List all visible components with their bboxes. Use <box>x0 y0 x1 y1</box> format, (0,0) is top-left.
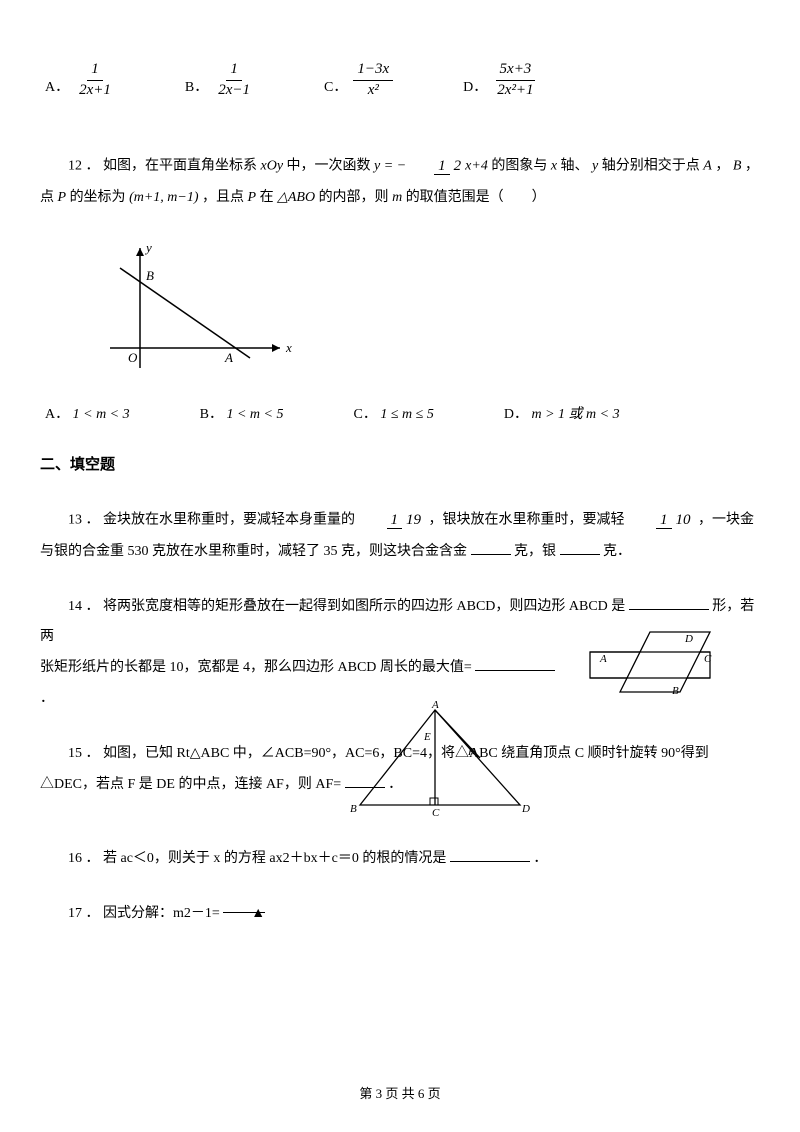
text: (m+1, m−1) <box>129 190 198 205</box>
func-expr: y = − <box>374 159 406 174</box>
fraction: 5x+3 2x²+1 <box>493 60 537 100</box>
blank <box>560 541 600 555</box>
fraction: 1−3x x² <box>353 60 393 100</box>
blank <box>345 774 385 788</box>
svg-text:F: F <box>467 746 475 758</box>
q11-opt-D: D． 5x+3 2x²+1 <box>463 60 537 100</box>
q11-opt-C: C． 1−3x x² <box>324 60 393 100</box>
q12-graph: O A B x y <box>100 238 760 383</box>
fraction: 12 <box>406 150 465 183</box>
text: 中，一次函数 <box>287 159 371 174</box>
svg-text:C: C <box>704 653 712 665</box>
q11-options: A． 1 2x+1 B． 1 2x−1 C． 1−3x x² D． 5x+3 2… <box>40 60 760 100</box>
opt-label: B． <box>185 76 208 100</box>
text: y <box>592 159 598 174</box>
q12-opt-C: C． 1 ≤ m ≤ 5 <box>354 403 434 423</box>
q17: 17 ． 因式分解：m2－1= ▲ <box>40 899 760 930</box>
text: ． <box>533 851 547 866</box>
q13: 13 ． 金块放在水里称重时，要减轻本身重量的 119 ，银块放在水里称重时，要… <box>40 504 760 568</box>
page-footer: 第 3 页 共 6 页 <box>0 1083 800 1102</box>
text: P <box>58 190 67 205</box>
text: A <box>703 159 712 174</box>
text: 克． <box>603 544 631 559</box>
text: 的图象与 <box>491 159 547 174</box>
opt-label: A． <box>45 76 69 100</box>
q16: 16 ． 若 ac＜0，则关于 x 的方程 ax2＋bx＋c＝0 的根的情况是 … <box>40 844 760 875</box>
svg-text:D: D <box>684 633 693 645</box>
text: P <box>248 190 257 205</box>
text: 轴、 <box>561 159 589 174</box>
svg-text:B: B <box>350 803 357 815</box>
q14: 14 ． 将两张宽度相等的矩形叠放在一起得到如图所示的四边形 ABCD，则四边形… <box>40 592 760 715</box>
svg-text:A: A <box>431 700 439 711</box>
opt-label: A． <box>45 407 69 422</box>
fraction: 1 2x−1 <box>214 60 254 100</box>
text: 17 ． 因式分解：m2－1= <box>68 906 220 921</box>
opt-label: D． <box>463 76 487 100</box>
q12-opt-D: D． m > 1 或 m < 3 <box>504 403 620 423</box>
blank <box>629 596 709 610</box>
svg-text:C: C <box>432 807 440 819</box>
opt-text: 1 < m < 3 <box>73 407 130 422</box>
text: 16 ． 若 ac＜0，则关于 x 的方程 ax2＋bx＋c＝0 的根的情况是 <box>68 851 446 866</box>
text: 在 <box>260 190 274 205</box>
text: 克，银 <box>514 544 556 559</box>
triangle-mark: ▲ <box>251 906 265 921</box>
svg-text:x: x <box>285 340 292 355</box>
text: 13 ． 金块放在水里称重时，要减轻本身重量的 <box>68 513 355 528</box>
text: x <box>551 159 557 174</box>
blank <box>471 541 511 555</box>
section-2-header: 二、填空题 <box>40 453 760 474</box>
opt-label: C． <box>324 76 347 100</box>
svg-text:y: y <box>144 240 152 255</box>
opt-label: C． <box>354 407 377 422</box>
q11-opt-A: A． 1 2x+1 <box>45 60 115 100</box>
opt-text: m > 1 或 m < 3 <box>531 407 619 422</box>
text: B <box>733 159 742 174</box>
text: △ABO <box>277 190 315 205</box>
svg-text:B: B <box>672 685 679 697</box>
text: ． <box>388 777 402 792</box>
opt-text: 1 < m < 5 <box>226 407 283 422</box>
q12-opt-A: A． 1 < m < 3 <box>45 403 130 423</box>
svg-text:D: D <box>521 803 530 815</box>
fraction: 110 <box>628 504 695 537</box>
blank <box>450 848 530 862</box>
text: 的内部，则 <box>319 190 389 205</box>
text: ，银块放在水里称重时，要减轻 <box>429 513 625 528</box>
svg-text:A: A <box>224 350 233 365</box>
text: xOy <box>261 159 284 174</box>
q15: 15 ． 如图，已知 Rt△ABC 中，∠ACB=90°，AC=6，BC=4，将… <box>40 739 760 821</box>
text: 轴分别相交于点 <box>602 159 700 174</box>
text: 的取值范围是（ ） <box>406 190 546 205</box>
blank: ▲ <box>223 899 265 913</box>
text: x+4 <box>465 159 488 174</box>
svg-text:A: A <box>599 653 607 665</box>
coordinate-axes-icon: O A B x y <box>100 238 300 378</box>
opt-text: 1 ≤ m ≤ 5 <box>380 407 433 422</box>
q11-opt-B: B． 1 2x−1 <box>185 60 254 100</box>
text: 点 <box>40 190 54 205</box>
opt-label: B． <box>200 407 223 422</box>
q14-figure: A B C D <box>580 622 730 702</box>
text: 张矩形纸片的长都是 10，宽都是 4，那么四边形 ABCD 周长的最大值= <box>40 660 472 675</box>
text: ， <box>715 159 729 174</box>
blank <box>475 657 555 671</box>
q12-text: 12 ． 如图，在平面直角坐标系 xOy 中，一次函数 y = −12x+4 的… <box>40 150 760 214</box>
svg-text:O: O <box>128 350 138 365</box>
svg-text:B: B <box>146 268 154 283</box>
text: 的坐标为 <box>70 190 126 205</box>
fraction: 1 2x+1 <box>75 60 115 100</box>
opt-label: D． <box>504 407 528 422</box>
text: 14 ． 将两张宽度相等的矩形叠放在一起得到如图所示的四边形 ABCD，则四边形… <box>68 599 625 614</box>
text: ， <box>745 159 759 174</box>
text: 12 ． 如图，在平面直角坐标系 <box>68 159 257 174</box>
text: ． <box>40 691 54 706</box>
q12-options: A． 1 < m < 3 B． 1 < m < 5 C． 1 ≤ m ≤ 5 D… <box>40 403 760 423</box>
q12-opt-B: B． 1 < m < 5 <box>200 403 284 423</box>
fraction: 119 <box>359 504 426 537</box>
text: ，且点 <box>202 190 244 205</box>
text: m <box>392 190 402 205</box>
svg-text:E: E <box>423 731 431 743</box>
